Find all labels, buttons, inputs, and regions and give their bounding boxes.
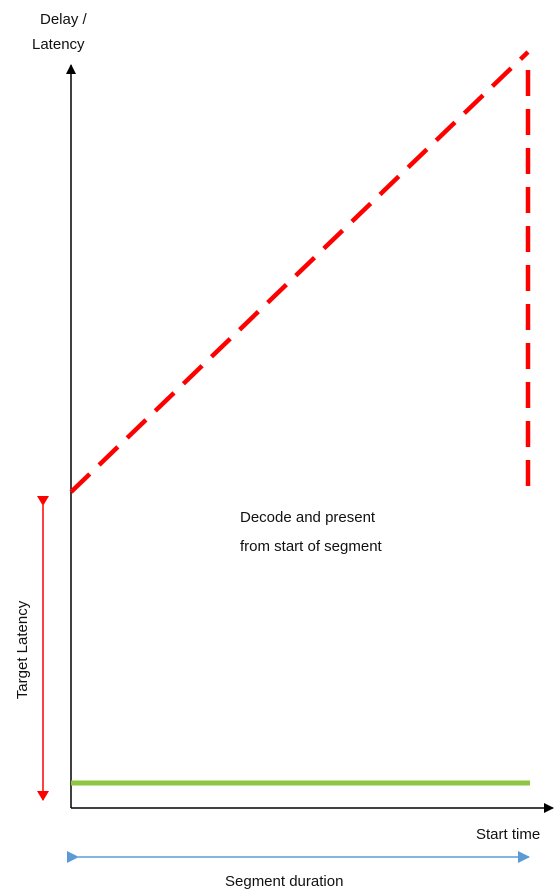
y-axis-label-line1: Delay / <box>40 11 87 28</box>
curve-description-line2: from start of segment <box>240 538 382 555</box>
target-latency-label: Target Latency <box>14 600 31 700</box>
curve-description-line1: Decode and present <box>240 509 376 526</box>
latency-ramp-line <box>69 50 530 494</box>
x-axis-label: Start time <box>476 826 541 843</box>
y-axis-label-line2: Latency <box>32 36 85 53</box>
segment-duration-label: Segment duration <box>225 873 344 890</box>
